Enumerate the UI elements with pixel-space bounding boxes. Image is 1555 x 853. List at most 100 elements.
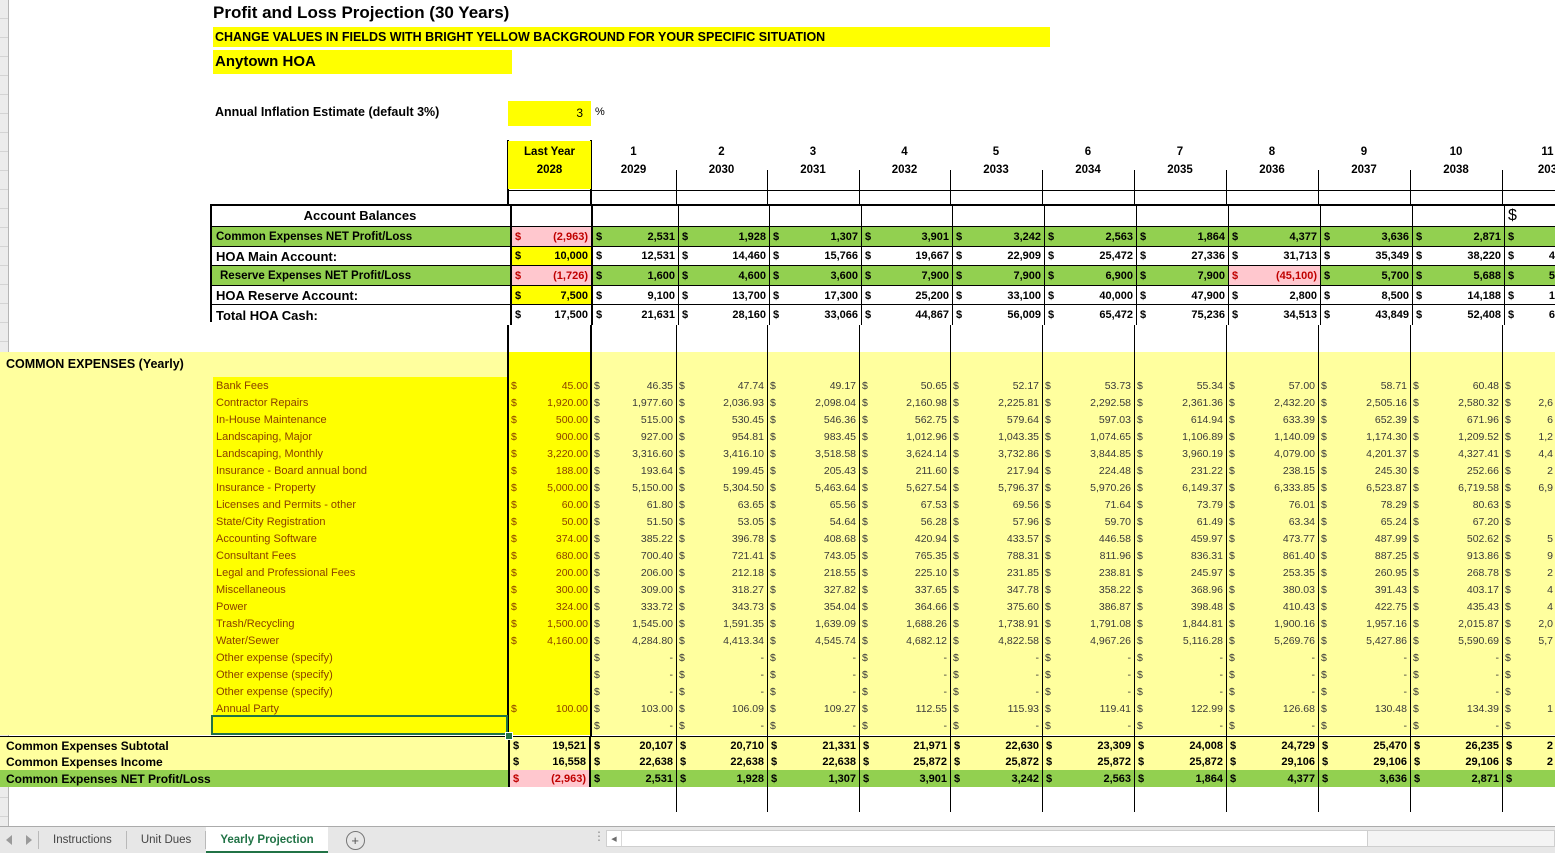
expense-value-cell[interactable]: $2: [1502, 462, 1555, 479]
expense-value-cell[interactable]: $5,796.37: [950, 479, 1042, 496]
expense-value-cell[interactable]: $76.01: [1226, 496, 1318, 513]
account-value-cell[interactable]: $3,901: [861, 227, 952, 247]
account-value-cell[interactable]: $3,636: [1320, 227, 1412, 247]
expense-value-cell[interactable]: $487.99: [1318, 530, 1410, 547]
prev-sheet-arrow-icon[interactable]: [6, 835, 12, 845]
expense-value-cell[interactable]: $-: [1318, 683, 1410, 700]
expense-value-cell[interactable]: $231.85: [950, 564, 1042, 581]
account-title-empty-cell[interactable]: [678, 206, 769, 226]
expense-label-cell[interactable]: Contractor Repairs: [213, 394, 508, 411]
expense-value-cell[interactable]: $60.00: [508, 496, 591, 513]
account-value-cell[interactable]: $21,631: [593, 305, 678, 325]
expense-value-cell[interactable]: $4,160.00: [508, 632, 591, 649]
totals-value-cell[interactable]: $29,106: [1318, 753, 1410, 770]
totals-value-cell[interactable]: $20,107: [591, 737, 676, 754]
expense-value-cell[interactable]: $1,844.81: [1134, 615, 1226, 632]
account-title-empty-cell[interactable]: [1412, 206, 1504, 226]
totals-value-cell[interactable]: $1,864: [1134, 770, 1226, 787]
expense-value-cell[interactable]: $811.96: [1042, 547, 1134, 564]
account-value-cell[interactable]: $34,513: [1228, 305, 1320, 325]
account-value-cell[interactable]: $2,531: [593, 227, 678, 247]
expense-value-cell[interactable]: $4,4: [1502, 445, 1555, 462]
tab-instructions[interactable]: Instructions: [39, 827, 126, 853]
expense-value-cell[interactable]: $368.96: [1134, 581, 1226, 598]
expense-value-cell[interactable]: $-: [1226, 717, 1318, 734]
account-value-cell[interactable]: $17,300: [769, 286, 861, 306]
account-title-empty-cell[interactable]: [593, 206, 678, 226]
selection-fill-handle[interactable]: [505, 732, 513, 740]
account-value-cell[interactable]: $12,531: [593, 247, 678, 267]
account-value-cell[interactable]: $35,349: [1320, 247, 1412, 267]
expense-value-cell[interactable]: $-: [1134, 683, 1226, 700]
expense-value-cell[interactable]: $69.56: [950, 496, 1042, 513]
horizontal-scrollbar-thumb[interactable]: [622, 831, 1368, 846]
expense-value-cell[interactable]: $-: [591, 717, 676, 734]
expense-value-cell[interactable]: $954.81: [676, 428, 767, 445]
tab-unit-dues[interactable]: Unit Dues: [127, 827, 206, 853]
expense-value-cell[interactable]: $408.68: [767, 530, 859, 547]
expense-value-cell[interactable]: $562.75: [859, 411, 950, 428]
expense-value-cell[interactable]: $122.99: [1134, 700, 1226, 717]
expense-value-cell[interactable]: $6: [1502, 411, 1555, 428]
account-value-cell[interactable]: $22,909: [952, 247, 1044, 267]
expense-value-cell[interactable]: $343.73: [676, 598, 767, 615]
expense-label-cell[interactable]: Miscellaneous: [213, 581, 508, 598]
account-value-cell[interactable]: $10,000: [510, 247, 593, 267]
account-title-empty-cell[interactable]: [1044, 206, 1136, 226]
expense-value-cell[interactable]: $-: [859, 666, 950, 683]
expense-label-cell[interactable]: Water/Sewer: [213, 632, 508, 649]
expense-value-cell[interactable]: $52.17: [950, 377, 1042, 394]
expense-value-cell[interactable]: $-: [767, 649, 859, 666]
expense-value-cell[interactable]: $4,967.26: [1042, 632, 1134, 649]
expense-value-cell[interactable]: $1,2: [1502, 428, 1555, 445]
expense-value-cell[interactable]: $-: [859, 649, 950, 666]
totals-value-cell[interactable]: $26,235: [1410, 737, 1502, 754]
expense-value-cell[interactable]: $5,970.26: [1042, 479, 1134, 496]
expense-value-cell[interactable]: $887.25: [1318, 547, 1410, 564]
expense-value-cell[interactable]: $: [1502, 377, 1555, 394]
expense-value-cell[interactable]: $63.65: [676, 496, 767, 513]
expense-value-cell[interactable]: $50.65: [859, 377, 950, 394]
expense-value-cell[interactable]: $50.00: [508, 513, 591, 530]
account-value-cell[interactable]: $17,500: [510, 305, 593, 325]
totals-value-cell[interactable]: $3,242: [950, 770, 1042, 787]
totals-value-cell[interactable]: $3,636: [1318, 770, 1410, 787]
account-value-cell[interactable]: $: [1504, 227, 1555, 247]
account-value-cell[interactable]: $4,600: [678, 266, 769, 286]
account-value-cell[interactable]: $1,600: [593, 266, 678, 286]
expense-value-cell[interactable]: $1,791.08: [1042, 615, 1134, 632]
expense-value-cell[interactable]: $4: [1502, 581, 1555, 598]
account-value-cell[interactable]: $1: [1504, 286, 1555, 306]
expense-value-cell[interactable]: $671.96: [1410, 411, 1502, 428]
expense-value-cell[interactable]: $1,688.26: [859, 615, 950, 632]
expense-value-cell[interactable]: $530.45: [676, 411, 767, 428]
expense-value-cell[interactable]: $109.27: [767, 700, 859, 717]
expense-value-cell[interactable]: $3,416.10: [676, 445, 767, 462]
account-title-empty-cell[interactable]: $: [1504, 206, 1555, 226]
expense-value-cell[interactable]: $205.43: [767, 462, 859, 479]
account-value-cell[interactable]: $33,066: [769, 305, 861, 325]
expense-value-cell[interactable]: $446.58: [1042, 530, 1134, 547]
account-value-cell[interactable]: $1,928: [678, 227, 769, 247]
expense-label-cell[interactable]: Landscaping, Monthly: [213, 445, 508, 462]
expense-value-cell[interactable]: $324.00: [508, 598, 591, 615]
expense-value-cell[interactable]: $100.00: [508, 700, 591, 717]
expense-value-cell[interactable]: $459.97: [1134, 530, 1226, 547]
expense-value-cell[interactable]: $765.35: [859, 547, 950, 564]
expense-value-cell[interactable]: $6,9: [1502, 479, 1555, 496]
expense-value-cell[interactable]: $80.63: [1410, 496, 1502, 513]
expense-value-cell[interactable]: $435.43: [1410, 598, 1502, 615]
expense-value-cell[interactable]: $65.24: [1318, 513, 1410, 530]
expense-value-cell[interactable]: $861.40: [1226, 547, 1318, 564]
expense-value-cell[interactable]: $-: [1410, 683, 1502, 700]
totals-value-cell[interactable]: $25,872: [950, 753, 1042, 770]
expense-value-cell[interactable]: $-: [1226, 666, 1318, 683]
expense-value-cell[interactable]: $61.80: [591, 496, 676, 513]
expense-value-cell[interactable]: $53.05: [676, 513, 767, 530]
expense-value-cell[interactable]: $375.60: [950, 598, 1042, 615]
expense-value-cell[interactable]: $73.79: [1134, 496, 1226, 513]
expense-value-cell[interactable]: $788.31: [950, 547, 1042, 564]
expense-value-cell[interactable]: $6,149.37: [1134, 479, 1226, 496]
expense-value-cell[interactable]: $57.96: [950, 513, 1042, 530]
totals-value-cell[interactable]: $2,871: [1410, 770, 1502, 787]
